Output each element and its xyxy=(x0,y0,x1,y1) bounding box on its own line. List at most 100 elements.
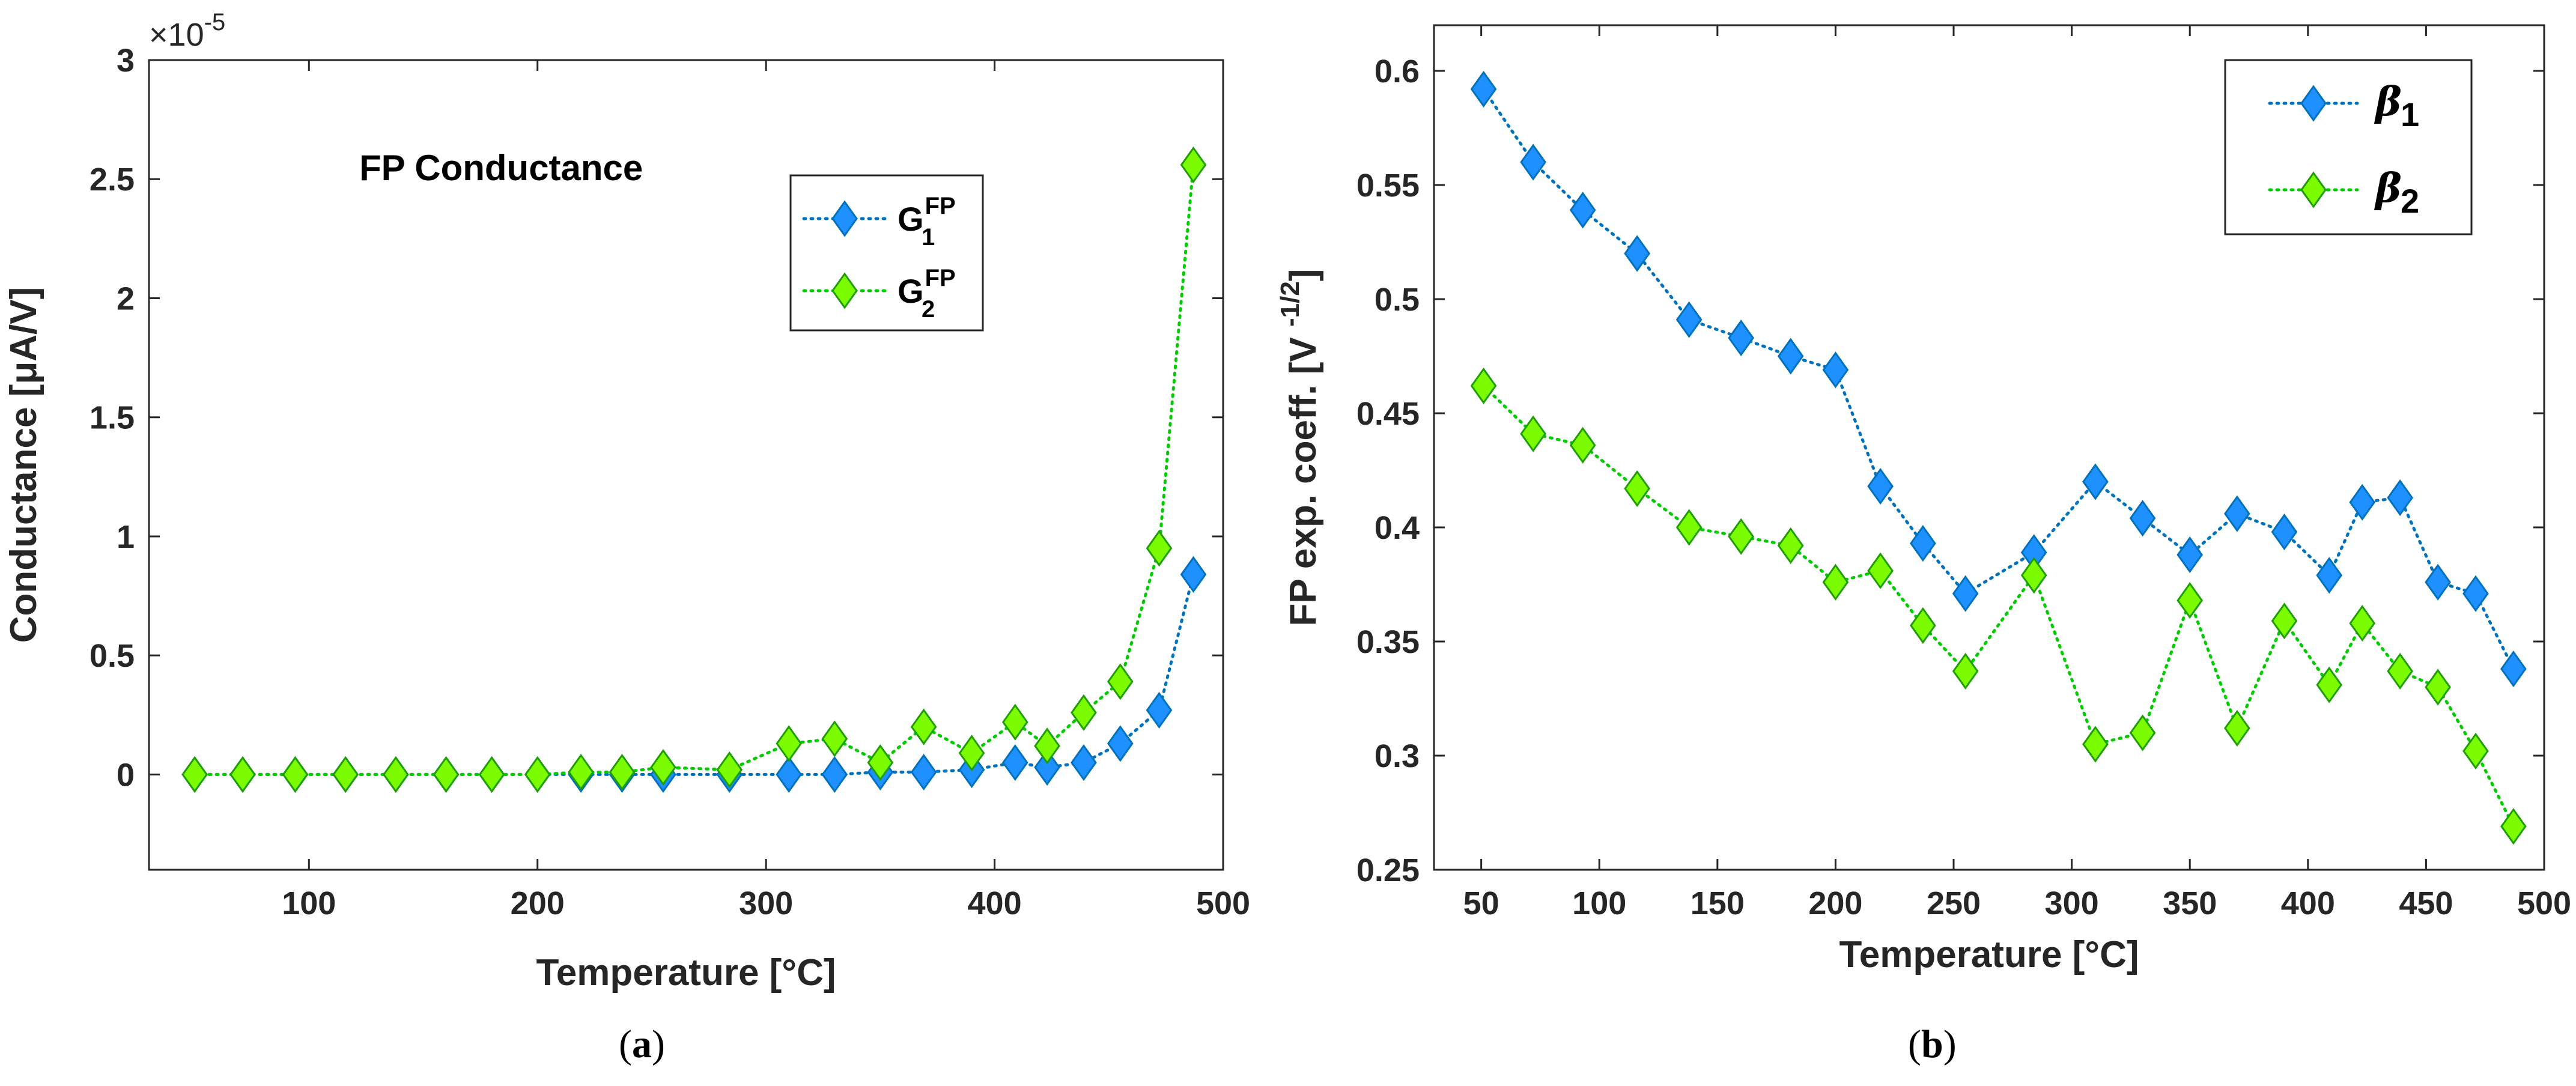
point-β1-14 xyxy=(2177,536,2204,574)
point-β1-10 xyxy=(1952,575,1979,612)
chart-a-xtick-label: 300 xyxy=(739,885,793,921)
chart-b-legend: β 1 β 2 xyxy=(2224,59,2473,235)
point-G2FP-3 xyxy=(332,756,359,793)
legend-g2-sup: FP xyxy=(925,265,956,291)
chart-b-xtick-label: 200 xyxy=(1808,885,1862,921)
chart-a-xtick-label: 100 xyxy=(282,885,336,921)
point-β1-15 xyxy=(2224,495,2250,532)
chart-b-ylabel: FP exp. coeff. [V -1/2] xyxy=(1275,269,1324,626)
point-β1-22 xyxy=(2500,651,2527,688)
point-β2-5 xyxy=(1728,518,1754,555)
chart-b-xlabel: Temperature [°C] xyxy=(1839,934,2139,975)
caption-a: (a) xyxy=(619,1022,665,1066)
point-β1-4 xyxy=(1675,301,1703,338)
caption-a-letter: a xyxy=(632,1022,652,1066)
chart-a-ytick-label: 2 xyxy=(117,281,135,317)
chart-b-xtick-label: 150 xyxy=(1690,885,1745,921)
chart-b-ylabel-power: -1/2 xyxy=(1275,281,1305,327)
caption-b-open: ( xyxy=(1908,1022,1921,1066)
point-β2-7 xyxy=(1822,563,1849,601)
point-G1FP-19 xyxy=(1071,744,1097,781)
point-G2FP-19 xyxy=(1071,694,1097,731)
chart-a-legend-box xyxy=(789,174,984,332)
caption-a-close: ) xyxy=(652,1022,665,1066)
chart-a-exponent-power: -5 xyxy=(204,9,226,35)
point-G2FP-18 xyxy=(1034,727,1060,765)
caption-a-open: ( xyxy=(619,1022,632,1066)
point-β1-17 xyxy=(2316,557,2343,594)
chart-a-xlabel: Temperature [°C] xyxy=(536,952,836,993)
point-β2-11 xyxy=(2020,557,2047,594)
series-line-β2 xyxy=(1482,384,2515,828)
point-G2FP-16 xyxy=(958,735,985,772)
point-G2FP-11 xyxy=(716,751,743,789)
point-G2FP-15 xyxy=(910,708,937,745)
chart-b-xtick-label: 250 xyxy=(1927,885,1981,921)
point-G2FP-0 xyxy=(181,756,208,793)
point-β2-8 xyxy=(1867,552,1894,589)
point-G2FP-17 xyxy=(1001,703,1028,741)
point-β1-6 xyxy=(1777,338,1804,375)
point-β1-7 xyxy=(1822,351,1849,389)
point-β2-2 xyxy=(1569,426,1596,464)
point-G1FP-21 xyxy=(1146,691,1173,729)
legend-label-g2-sub: 2 xyxy=(922,296,935,323)
chart-a-legend: GFP 1 GFP 2 xyxy=(789,174,984,332)
chart-a-xtick-label: 400 xyxy=(968,885,1022,921)
point-β1-2 xyxy=(1569,192,1596,229)
point-G2FP-12 xyxy=(776,725,803,762)
chart-a-series xyxy=(181,146,1207,793)
chart-a-title: FP Conductance xyxy=(359,148,643,188)
chart-b-xtick-label: 400 xyxy=(2281,885,2335,921)
legend-label-b2-sub: 2 xyxy=(2401,182,2419,220)
point-β2-12 xyxy=(2082,726,2109,763)
point-β1-9 xyxy=(1910,525,1936,562)
point-β1-19 xyxy=(2387,479,2413,517)
legend-marker-g2 xyxy=(831,272,858,309)
legend-label-b1: β xyxy=(2374,78,2402,125)
point-G2FP-20 xyxy=(1107,663,1134,700)
chart-b-ytick-label: 0.4 xyxy=(1375,510,1420,546)
chart-b-series xyxy=(1470,70,2527,845)
chart-a-ytick-label: 0.5 xyxy=(90,638,135,674)
point-G2FP-21 xyxy=(1146,530,1173,567)
point-β1-16 xyxy=(2271,514,2298,551)
legend-label-b1-sub: 1 xyxy=(2401,96,2419,133)
chart-b-ytick-label: 0.45 xyxy=(1356,396,1420,432)
chart-b-xtick-label: 300 xyxy=(2045,885,2099,921)
point-β1-13 xyxy=(2129,500,2156,537)
point-β2-14 xyxy=(2177,582,2204,619)
point-β2-21 xyxy=(2462,732,2489,769)
chart-b-ytick-label: 0.55 xyxy=(1356,168,1420,204)
point-G2FP-8 xyxy=(568,753,594,791)
point-G2FP-6 xyxy=(478,756,505,793)
point-β1-12 xyxy=(2082,463,2109,500)
point-G1FP-13 xyxy=(821,756,848,793)
point-β1-1 xyxy=(1520,144,1546,181)
point-β2-4 xyxy=(1675,509,1703,546)
point-G1FP-18 xyxy=(1034,748,1060,786)
legend-g1-sup: FP xyxy=(925,193,956,219)
point-G2FP-13 xyxy=(821,720,848,757)
chart-b-ytick-label: 0.3 xyxy=(1375,738,1420,774)
chart-b-legend-box xyxy=(2224,59,2473,235)
point-β1-8 xyxy=(1867,468,1894,505)
legend-marker-b2 xyxy=(2300,171,2327,208)
point-G1FP-15 xyxy=(910,753,937,791)
chart-b-ytick-label: 0.6 xyxy=(1375,53,1420,89)
point-G2FP-10 xyxy=(650,748,676,786)
chart-a-ytick-label: 1.5 xyxy=(90,400,135,436)
point-β1-0 xyxy=(1470,70,1497,108)
point-β2-18 xyxy=(2349,605,2376,642)
point-G2FP-9 xyxy=(609,753,636,791)
point-β1-5 xyxy=(1728,320,1754,357)
point-β1-21 xyxy=(2462,575,2489,612)
legend-label-g1: GFP xyxy=(898,193,956,238)
chart-b-ticks: 50 100 150 200 250 300 350 400 450 500 0.25 0.3 0.35… xyxy=(1356,25,2571,921)
point-G2FP-7 xyxy=(524,756,551,793)
legend-g1-main: G xyxy=(898,200,924,238)
point-β1-20 xyxy=(2425,563,2451,601)
chart-a-plot-area xyxy=(148,59,1224,871)
point-G2FP-4 xyxy=(383,756,409,793)
